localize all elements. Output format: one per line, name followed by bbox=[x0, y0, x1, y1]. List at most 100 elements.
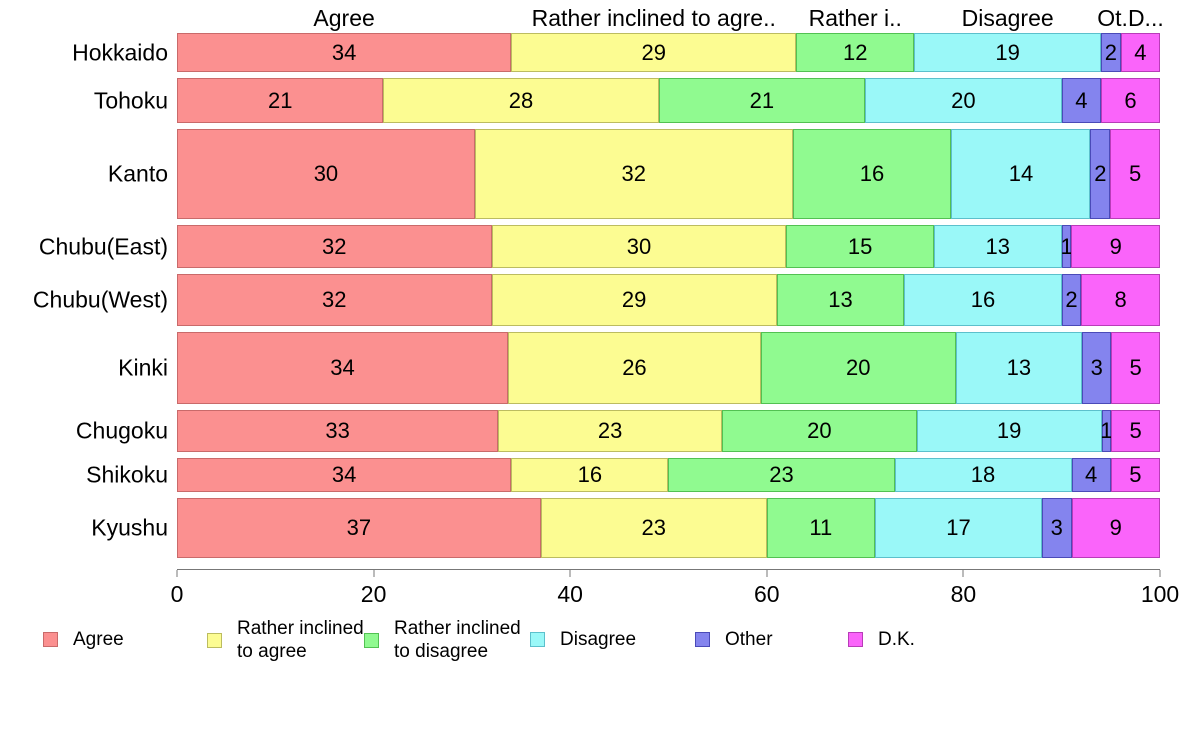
segment-value: 6 bbox=[1124, 87, 1137, 113]
segment-value: 2 bbox=[1094, 161, 1107, 186]
segment-value: 5 bbox=[1129, 462, 1142, 487]
bar-segment-rather-inclined-to-agree: 23 bbox=[540, 498, 767, 558]
segment-value: 12 bbox=[843, 39, 868, 65]
bar-segment-disagree: 19 bbox=[914, 33, 1101, 72]
row-label: Shikoku bbox=[86, 461, 168, 488]
bar-segment-d-k: 5 bbox=[1111, 332, 1160, 404]
bar-segment-rather-inclined-to-disagree: 13 bbox=[776, 274, 905, 326]
bar-segment-d-k: 5 bbox=[1110, 129, 1160, 219]
bar-segment-disagree: 17 bbox=[874, 498, 1043, 558]
bar-segment-other: 3 bbox=[1082, 332, 1112, 404]
segment-value: 32 bbox=[621, 161, 646, 186]
bar-segment-rather-inclined-to-disagree: 16 bbox=[792, 129, 952, 219]
bar-segment-rather-inclined-to-disagree: 12 bbox=[796, 33, 915, 72]
bar-segment-agree: 34 bbox=[177, 458, 512, 492]
bar-segment-other: 3 bbox=[1042, 498, 1072, 558]
segment-value: 2 bbox=[1065, 287, 1078, 312]
segment-value: 16 bbox=[970, 287, 996, 312]
row-label: Tohoku bbox=[93, 87, 168, 113]
bar-segment-disagree: 18 bbox=[894, 458, 1072, 492]
segment-value: 8 bbox=[1114, 287, 1127, 312]
row-label: Chubu(East) bbox=[38, 233, 168, 259]
legend-swatch-other-icon bbox=[695, 632, 710, 648]
bar-segment-other: 2 bbox=[1061, 274, 1082, 326]
bar-segment-d-k: 8 bbox=[1081, 274, 1160, 326]
x-axis-tick-label: 80 bbox=[950, 581, 977, 607]
segment-value: 23 bbox=[769, 462, 794, 487]
legend-item-d-k: D.K. bbox=[848, 628, 948, 651]
segment-value: 13 bbox=[828, 287, 853, 312]
bar-segment-d-k: 5 bbox=[1111, 410, 1160, 452]
bar-segment-agree: 34 bbox=[177, 33, 512, 72]
legend: Agree Rather inclined to agree Rather incl… bbox=[43, 614, 948, 666]
segment-value: 1 bbox=[1060, 233, 1073, 259]
bar-segment-d-k: 4 bbox=[1120, 33, 1160, 72]
x-axis-tick-mark bbox=[766, 570, 768, 577]
bar-segment-other: 2 bbox=[1090, 129, 1111, 219]
bar-segment-rather-inclined-to-disagree: 21 bbox=[658, 78, 866, 123]
segment-value: 5 bbox=[1129, 418, 1142, 443]
x-axis-tick-mark bbox=[176, 570, 178, 577]
bar-segment-rather-inclined-to-agree: 26 bbox=[507, 332, 761, 404]
segment-value: 4 bbox=[1075, 87, 1088, 113]
bar-segment-rather-inclined-to-disagree: 20 bbox=[760, 332, 956, 404]
segment-value: 17 bbox=[946, 515, 971, 540]
legend-swatch-disagree-icon bbox=[530, 632, 545, 648]
legend-label: Other bbox=[725, 629, 773, 651]
segment-value: 19 bbox=[995, 39, 1020, 65]
segment-value: 34 bbox=[331, 39, 357, 65]
segment-value: 2 bbox=[1104, 39, 1117, 65]
segment-value: 30 bbox=[626, 233, 652, 259]
segment-value: 11 bbox=[809, 515, 833, 540]
segment-value: 14 bbox=[1008, 161, 1034, 186]
row-label: Hokkaido bbox=[72, 39, 168, 65]
bar-row: Chubu(East) 32 30 15 13 1 9 bbox=[39, 225, 1160, 268]
bar-segment-disagree: 14 bbox=[951, 129, 1091, 219]
segment-value: 20 bbox=[951, 87, 976, 113]
bar-segment-rather-inclined-to-agree: 23 bbox=[498, 410, 723, 452]
bar-segment-disagree: 16 bbox=[904, 274, 1062, 326]
bar-segment-agree: 32 bbox=[177, 225, 492, 268]
legend-swatch-agree-icon bbox=[43, 632, 58, 648]
bar-segment-agree: 32 bbox=[177, 274, 492, 326]
column-header: Disagree bbox=[961, 5, 1054, 31]
column-header: Rather i.. bbox=[808, 5, 902, 31]
bar-row: Tohoku 21 28 21 20 4 6 bbox=[94, 78, 1160, 123]
segment-value: 4 bbox=[1134, 39, 1147, 65]
segment-value: 21 bbox=[749, 87, 775, 113]
row-label: Kanto bbox=[107, 160, 168, 187]
bar-row: Kyushu 37 23 11 17 3 9 bbox=[91, 498, 1160, 558]
segment-value: 33 bbox=[325, 418, 350, 443]
legend-label: Disagree bbox=[560, 629, 637, 651]
chart-rows: Hokkaido 34 29 12 19 2 4 Tohoku 21 28 21 20 4 6 Kanto 3… bbox=[33, 33, 1160, 558]
segment-value: 23 bbox=[597, 418, 623, 443]
segment-value: 5 bbox=[1129, 355, 1142, 380]
x-axis-tick-label: 60 bbox=[754, 581, 780, 607]
legend-item-agree: Agree bbox=[43, 628, 207, 651]
legend-swatch-rather-inclined-to-agree-icon bbox=[207, 632, 222, 648]
segment-value: 13 bbox=[985, 233, 1010, 259]
bar-segment-rather-inclined-to-disagree: 15 bbox=[786, 225, 934, 268]
x-axis-tick-mark bbox=[569, 570, 571, 577]
segment-value: 37 bbox=[346, 515, 372, 540]
segment-value: 20 bbox=[846, 355, 871, 380]
segment-value: 30 bbox=[313, 161, 339, 186]
x-axis-tick-label: 40 bbox=[557, 581, 583, 607]
column-header: Ot.D... bbox=[1097, 5, 1164, 31]
bar-segment-other: 2 bbox=[1101, 33, 1121, 72]
bar-segment-agree: 34 bbox=[177, 332, 508, 404]
legend-label: D.K. bbox=[878, 629, 915, 651]
legend-label: Rather inclined to agree bbox=[237, 617, 364, 662]
bar-segment-rather-inclined-to-agree: 29 bbox=[511, 33, 797, 72]
segment-value: 29 bbox=[621, 287, 647, 312]
row-label: Kinki bbox=[118, 354, 168, 381]
bar-segment-rather-inclined-to-agree: 30 bbox=[491, 225, 787, 268]
bar-segment-other: 1 bbox=[1100, 410, 1113, 452]
bar-segment-disagree: 20 bbox=[865, 78, 1062, 123]
bar-segment-d-k: 9 bbox=[1071, 498, 1160, 558]
legend-item-other: Other bbox=[695, 628, 848, 651]
x-axis-tick-mark bbox=[962, 570, 964, 577]
bar-segment-rather-inclined-to-disagree: 23 bbox=[668, 458, 895, 492]
bar-segment-agree: 37 bbox=[177, 498, 541, 558]
legend-swatch-rather-inclined-to-disagree-icon bbox=[364, 632, 379, 648]
